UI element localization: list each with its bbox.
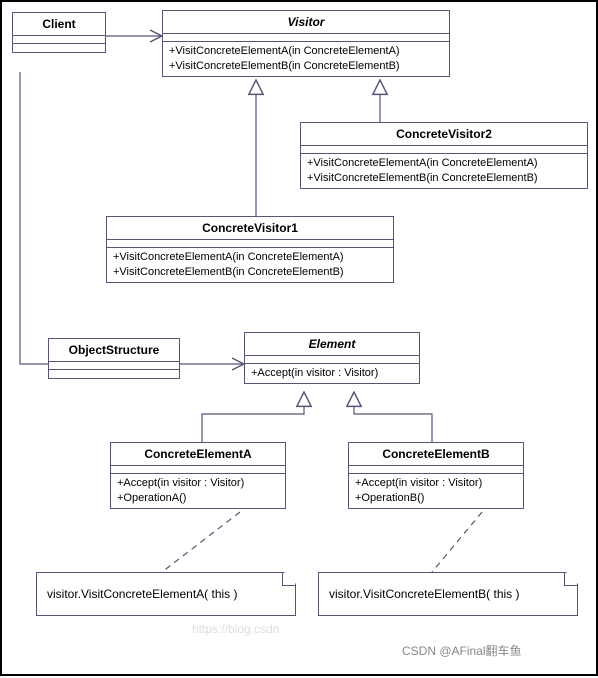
class-name: Element xyxy=(245,333,419,356)
watermark-faint: https://blog.csdn xyxy=(192,622,279,636)
class-name: ObjectStructure xyxy=(49,339,179,362)
note-a: visitor.VisitConcreteElementA( this ) xyxy=(36,572,296,616)
class-concrete-element-b: ConcreteElementB +Accept(in visitor : Vi… xyxy=(348,442,524,509)
class-object-structure: ObjectStructure xyxy=(48,338,180,379)
class-concrete-visitor-1: ConcreteVisitor1 +VisitConcreteElementA(… xyxy=(106,216,394,283)
op: +Accept(in visitor : Visitor) xyxy=(251,366,413,381)
class-name: ConcreteVisitor2 xyxy=(301,123,587,146)
class-element: Element +Accept(in visitor : Visitor) xyxy=(244,332,420,384)
op: +VisitConcreteElementB(in ConcreteElemen… xyxy=(113,265,387,280)
class-attrs xyxy=(111,466,285,474)
op: +VisitConcreteElementB(in ConcreteElemen… xyxy=(307,171,581,186)
class-ops xyxy=(13,44,105,52)
class-ops: +VisitConcreteElementA(in ConcreteElemen… xyxy=(301,154,587,188)
class-ops: +Accept(in visitor : Visitor) +Operation… xyxy=(349,474,523,508)
note-text: visitor.VisitConcreteElementA( this ) xyxy=(47,587,238,601)
class-attrs xyxy=(301,146,587,154)
op: +VisitConcreteElementA(in ConcreteElemen… xyxy=(307,156,581,171)
class-attrs xyxy=(107,240,393,248)
class-ops xyxy=(49,370,179,378)
class-name: Client xyxy=(13,13,105,36)
class-concrete-visitor-2: ConcreteVisitor2 +VisitConcreteElementA(… xyxy=(300,122,588,189)
class-name: ConcreteVisitor1 xyxy=(107,217,393,240)
class-attrs xyxy=(245,356,419,364)
class-ops: +Accept(in visitor : Visitor) xyxy=(245,364,419,383)
op: +VisitConcreteElementA(in ConcreteElemen… xyxy=(113,250,387,265)
class-name: ConcreteElementB xyxy=(349,443,523,466)
class-attrs xyxy=(163,34,449,42)
watermark-credit: CSDN @AFinal翻车鱼 xyxy=(402,642,522,659)
op: +VisitConcreteElementA(in ConcreteElemen… xyxy=(169,44,443,59)
note-text: visitor.VisitConcreteElementB( this ) xyxy=(329,587,520,601)
op: +OperationA() xyxy=(117,491,279,506)
op: +VisitConcreteElementB(in ConcreteElemen… xyxy=(169,59,443,74)
class-attrs xyxy=(349,466,523,474)
class-name: Visitor xyxy=(163,11,449,34)
class-concrete-element-a: ConcreteElementA +Accept(in visitor : Vi… xyxy=(110,442,286,509)
class-ops: +VisitConcreteElementA(in ConcreteElemen… xyxy=(163,42,449,76)
note-b: visitor.VisitConcreteElementB( this ) xyxy=(318,572,578,616)
class-ops: +Accept(in visitor : Visitor) +Operation… xyxy=(111,474,285,508)
op: +Accept(in visitor : Visitor) xyxy=(355,476,517,491)
class-ops: +VisitConcreteElementA(in ConcreteElemen… xyxy=(107,248,393,282)
class-attrs xyxy=(13,36,105,44)
class-client: Client xyxy=(12,12,106,53)
class-visitor: Visitor +VisitConcreteElementA(in Concre… xyxy=(162,10,450,77)
op: +Accept(in visitor : Visitor) xyxy=(117,476,279,491)
class-attrs xyxy=(49,362,179,370)
class-name: ConcreteElementA xyxy=(111,443,285,466)
op: +OperationB() xyxy=(355,491,517,506)
